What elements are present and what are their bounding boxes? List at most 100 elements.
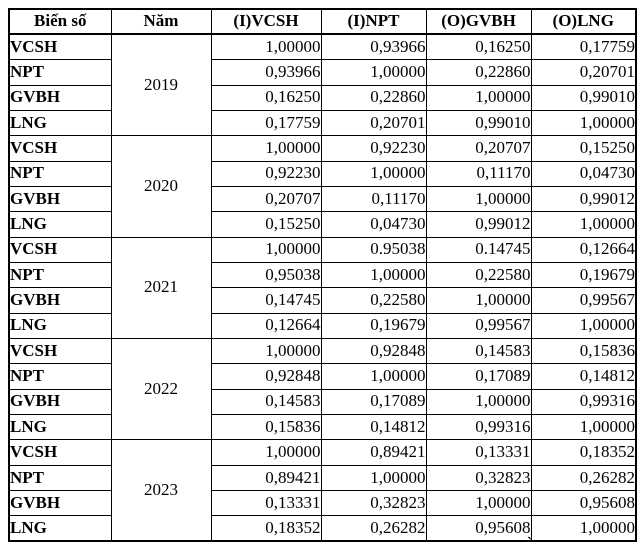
value-cell: 0,22860 xyxy=(320,84,427,111)
table-row: LNG 0,15250 0,04730 0,99012 1,00000 xyxy=(8,211,637,238)
variable-label: GVBH xyxy=(8,388,112,416)
value-cell: 0,17759 xyxy=(530,33,637,61)
value-cell: 1,00000 xyxy=(320,363,427,390)
value-cell: 1,00000 xyxy=(530,211,637,238)
value-cell: 1,00000 xyxy=(425,185,532,213)
col-header-i-vcsh: (I)VCSH xyxy=(210,8,322,36)
variable-label: LNG xyxy=(8,312,112,339)
variable-label: GVBH xyxy=(8,185,112,213)
table-row: VCSH 2021 1,00000 0.95038 0.14745 0,12664 xyxy=(8,236,637,339)
value-cell: 0,99316 xyxy=(425,413,532,441)
table-row: VCSH 2019 1,00000 0,93966 0,16250 0,17759 xyxy=(8,33,637,137)
value-cell: 0,22580 xyxy=(320,287,427,314)
value-cell: 0,95608 xyxy=(530,490,637,517)
year-cell: 2023 xyxy=(110,439,212,542)
table-row: GVBH 0,14745 0,22580 1,00000 0,99567 xyxy=(8,287,637,314)
value-cell: 0,99316 xyxy=(530,388,637,416)
col-header-o-lng: (O)LNG xyxy=(530,8,637,36)
value-cell: 0,93966 xyxy=(210,59,322,86)
value-cell: 0,99012 xyxy=(530,185,637,213)
value-cell: 0,12664 xyxy=(530,236,637,263)
variable-label: NPT xyxy=(8,363,112,390)
variable-label: VCSH xyxy=(8,236,112,263)
table-row: VCSH 2023 1,00000 0,89421 0,13331 0,18352 xyxy=(8,439,637,542)
value-cell: 0,14583 xyxy=(425,337,532,365)
variable-label: LNG xyxy=(8,413,112,441)
value-cell: 0,15250 xyxy=(530,135,637,162)
table-row: VCSH 2020 1,00000 0,92230 0,20707 0,15250 xyxy=(8,135,637,238)
value-cell: 1,00000 xyxy=(425,287,532,314)
table-row: NPT 0,93966 1,00000 0,22860 0,20701 xyxy=(8,59,637,86)
value-cell: 0,20701 xyxy=(530,59,637,86)
value-cell: 0,13331 xyxy=(210,490,322,517)
variable-label: LNG xyxy=(8,109,112,137)
value-cell: 1,00000 xyxy=(320,261,427,289)
value-cell: 0,18352 xyxy=(530,439,637,466)
value-cell: 1,00000 xyxy=(210,337,322,365)
value-cell: 0,11170 xyxy=(320,185,427,213)
value-cell: 0,14812 xyxy=(530,363,637,390)
table-row: LNG 0,18352 0,26282 0,95608 1,00000 xyxy=(8,515,637,542)
value-cell: 0,99010 xyxy=(530,84,637,111)
value-cell: 1,00000 xyxy=(530,413,637,441)
value-cell: 1,00000 xyxy=(530,515,637,542)
table-row: GVBH 0,13331 0,32823 1,00000 0,95608 xyxy=(8,490,637,517)
value-cell: 0,19679 xyxy=(530,261,637,289)
value-cell: 0,11170 xyxy=(425,160,532,187)
year-cell: 2019 xyxy=(110,33,212,137)
table-row: NPT 0,92230 1,00000 0,11170 0,04730 xyxy=(8,160,637,187)
value-cell: 0,92230 xyxy=(320,135,427,162)
table-row: GVBH 0,20707 0,11170 1,00000 0,99012 xyxy=(8,185,637,213)
value-cell: 0,20701 xyxy=(320,109,427,137)
variable-label: NPT xyxy=(8,59,112,86)
value-cell: 0,95608 xyxy=(425,515,532,542)
table-row: GVBH 0,16250 0,22860 1,00000 0,99010 xyxy=(8,84,637,111)
table-row: NPT 0,92848 1,00000 0,17089 0,14812 xyxy=(8,363,637,390)
value-cell: 0,20707 xyxy=(425,135,532,162)
value-cell: 1,00000 xyxy=(425,490,532,517)
table-row: NPT 0,95038 1,00000 0,22580 0,19679 xyxy=(8,261,637,289)
value-cell: 0,04730 xyxy=(530,160,637,187)
value-cell: 0,14812 xyxy=(320,413,427,441)
value-cell: 1,00000 xyxy=(320,464,427,492)
table-row: VCSH 2022 1,00000 0,92848 0,14583 0,15836 xyxy=(8,337,637,441)
value-cell: 0,17759 xyxy=(210,109,322,137)
variable-label: GVBH xyxy=(8,84,112,111)
value-cell: 0,17089 xyxy=(320,388,427,416)
value-cell: 0,99012 xyxy=(425,211,532,238)
col-header-bien-so: Biến số xyxy=(8,8,112,36)
value-cell: 0,15836 xyxy=(210,413,322,441)
value-cell: 0,22860 xyxy=(425,59,532,86)
value-cell: 0,20707 xyxy=(210,185,322,213)
col-header-nam: Năm xyxy=(110,8,212,36)
value-cell: 1,00000 xyxy=(425,388,532,416)
value-cell: 0,26282 xyxy=(320,515,427,542)
variable-label: VCSH xyxy=(8,337,112,365)
table-row: LNG 0,12664 0,19679 0,99567 1,00000 xyxy=(8,312,637,339)
year-cell: 2020 xyxy=(110,135,212,238)
table-row: NPT 0,89421 1,00000 0,32823 0,26282 xyxy=(8,464,637,492)
variable-label: VCSH xyxy=(8,439,112,466)
value-cell: 1,00000 xyxy=(210,33,322,61)
table-row: GVBH 0,14583 0,17089 1,00000 0,99316 xyxy=(8,388,637,416)
value-cell: 0.95038 xyxy=(320,236,427,263)
value-cell: 0,14745 xyxy=(210,287,322,314)
value-cell: 0,19679 xyxy=(320,312,427,339)
value-cell: 1,00000 xyxy=(425,84,532,111)
value-cell: 0,14583 xyxy=(210,388,322,416)
table-row: LNG 0,15836 0,14812 0,99316 1,00000 xyxy=(8,413,637,441)
value-cell: 0,99567 xyxy=(425,312,532,339)
value-cell: 1,00000 xyxy=(320,59,427,86)
variable-label: LNG xyxy=(8,211,112,238)
value-cell: 0,99010 xyxy=(425,109,532,137)
value-cell: 0,26282 xyxy=(530,464,637,492)
value-cell: 0,93966 xyxy=(320,33,427,61)
cropped-caption-fragment: ˋ xyxy=(524,534,533,549)
value-cell: 0,92848 xyxy=(210,363,322,390)
value-cell: 0,15836 xyxy=(530,337,637,365)
value-cell: 0.14745 xyxy=(425,236,532,263)
value-cell: 1,00000 xyxy=(320,160,427,187)
value-cell: 0,95038 xyxy=(210,261,322,289)
value-cell: 0,13331 xyxy=(425,439,532,466)
variable-label: NPT xyxy=(8,261,112,289)
